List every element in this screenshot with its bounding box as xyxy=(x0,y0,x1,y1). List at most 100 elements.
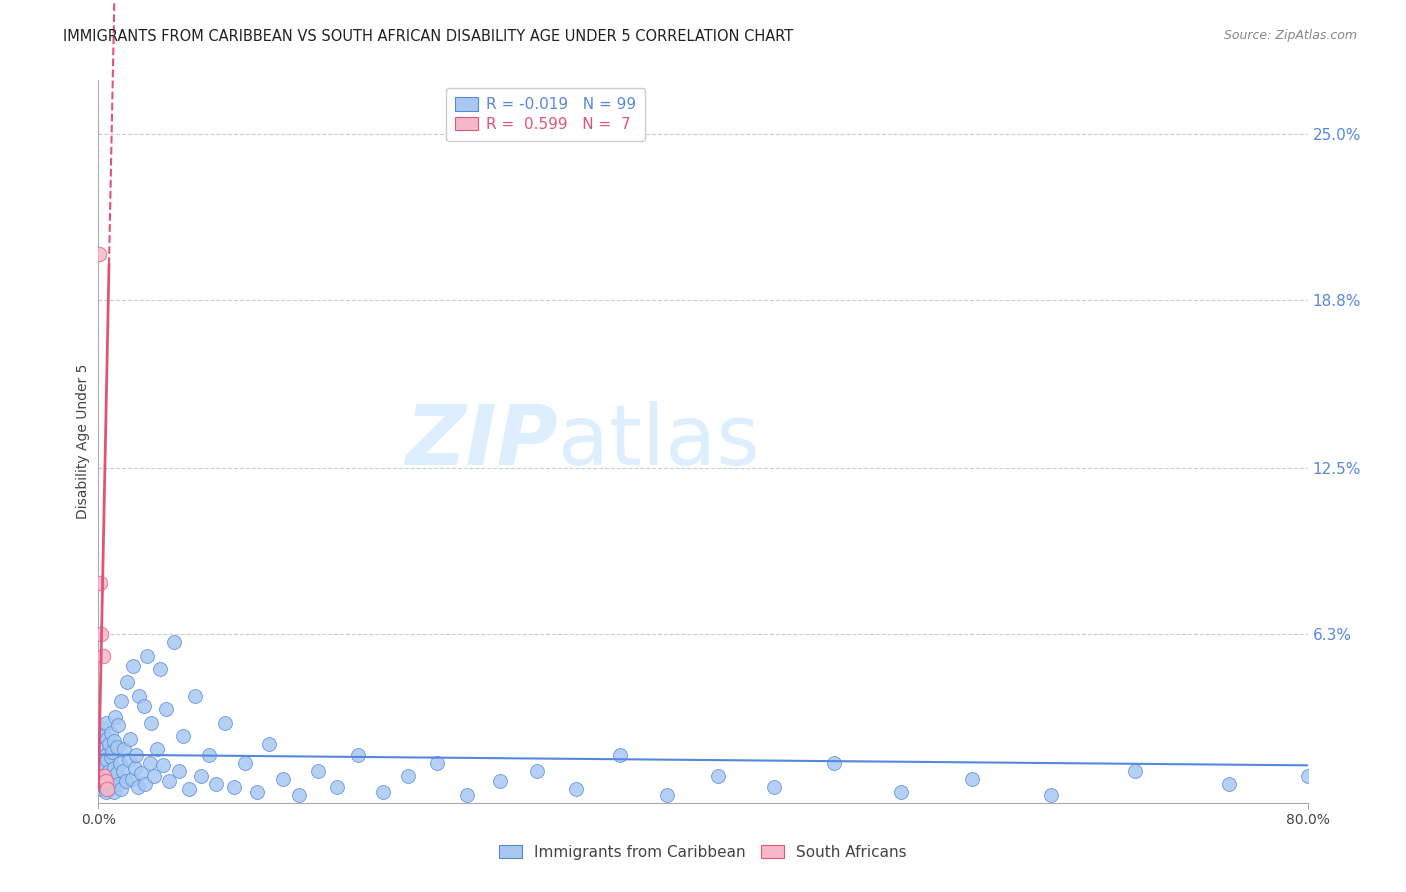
Point xyxy=(246,785,269,799)
Point xyxy=(105,739,128,754)
Point xyxy=(152,758,174,772)
Y-axis label: Disability Age Under 5: Disability Age Under 5 xyxy=(76,364,90,519)
Point xyxy=(960,772,983,786)
Point xyxy=(98,782,121,797)
Point xyxy=(94,715,117,730)
Point xyxy=(426,756,449,770)
Point xyxy=(89,747,111,762)
Point xyxy=(89,769,111,783)
Point xyxy=(763,780,786,794)
Point xyxy=(90,782,112,797)
Point xyxy=(124,761,146,775)
Point xyxy=(103,761,125,775)
Point xyxy=(128,689,150,703)
Point xyxy=(101,745,124,759)
Point xyxy=(91,774,114,789)
Point xyxy=(224,780,246,794)
Point xyxy=(94,774,117,789)
Point xyxy=(288,788,311,802)
Point xyxy=(149,662,172,676)
Point xyxy=(112,742,135,756)
Point xyxy=(91,721,114,735)
Point xyxy=(143,769,166,783)
Point xyxy=(90,737,112,751)
Point xyxy=(214,715,236,730)
Point xyxy=(110,694,132,708)
Point xyxy=(139,756,162,770)
Point xyxy=(94,785,117,799)
Point xyxy=(111,764,134,778)
Point xyxy=(184,689,207,703)
Point xyxy=(307,764,329,778)
Point xyxy=(115,675,138,690)
Point xyxy=(129,766,152,780)
Point xyxy=(114,774,136,789)
Text: Source: ZipAtlas.com: Source: ZipAtlas.com xyxy=(1223,29,1357,42)
Point xyxy=(396,769,419,783)
Point xyxy=(1039,788,1062,802)
Point xyxy=(146,742,169,756)
Point xyxy=(94,747,117,762)
Point xyxy=(103,785,125,799)
Point xyxy=(609,747,631,762)
Point xyxy=(141,715,163,730)
Point xyxy=(135,648,157,663)
Point xyxy=(91,648,114,663)
Point xyxy=(271,772,294,786)
Point xyxy=(824,756,846,770)
Point xyxy=(103,734,125,748)
Point xyxy=(108,756,131,770)
Point xyxy=(122,659,145,673)
Point xyxy=(93,780,115,794)
Point xyxy=(91,756,114,770)
Point xyxy=(96,753,118,767)
Point xyxy=(347,747,370,762)
Point xyxy=(205,777,228,791)
Point xyxy=(890,785,912,799)
Point xyxy=(100,772,122,786)
Point xyxy=(118,753,141,767)
Point xyxy=(127,780,149,794)
Point xyxy=(526,764,548,778)
Point xyxy=(159,774,181,789)
Legend: Immigrants from Caribbean, South Africans: Immigrants from Caribbean, South African… xyxy=(492,837,914,867)
Point xyxy=(96,777,118,791)
Point xyxy=(565,782,588,797)
Point xyxy=(125,747,148,762)
Point xyxy=(371,785,394,799)
Point xyxy=(98,737,121,751)
Point xyxy=(93,729,115,743)
Point xyxy=(100,726,122,740)
Point xyxy=(172,729,194,743)
Point xyxy=(100,750,122,764)
Point xyxy=(326,780,349,794)
Point xyxy=(107,718,129,732)
Point xyxy=(233,756,256,770)
Point xyxy=(120,731,142,746)
Point xyxy=(104,774,127,789)
Point xyxy=(179,782,201,797)
Point xyxy=(197,747,219,762)
Point xyxy=(104,710,127,724)
Point xyxy=(456,788,478,802)
Point xyxy=(98,764,121,778)
Point xyxy=(89,247,111,261)
Point xyxy=(107,777,129,791)
Point xyxy=(105,766,128,780)
Text: atlas: atlas xyxy=(558,401,759,482)
Point xyxy=(91,742,114,756)
Point xyxy=(655,788,678,802)
Point xyxy=(132,699,155,714)
Point xyxy=(155,702,177,716)
Point xyxy=(96,782,118,797)
Point xyxy=(257,737,280,751)
Point xyxy=(101,780,124,794)
Point xyxy=(94,769,117,783)
Point xyxy=(1218,777,1240,791)
Point xyxy=(89,576,111,591)
Point xyxy=(167,764,190,778)
Point xyxy=(96,731,118,746)
Point xyxy=(110,782,132,797)
Point xyxy=(90,627,112,641)
Point xyxy=(121,772,143,786)
